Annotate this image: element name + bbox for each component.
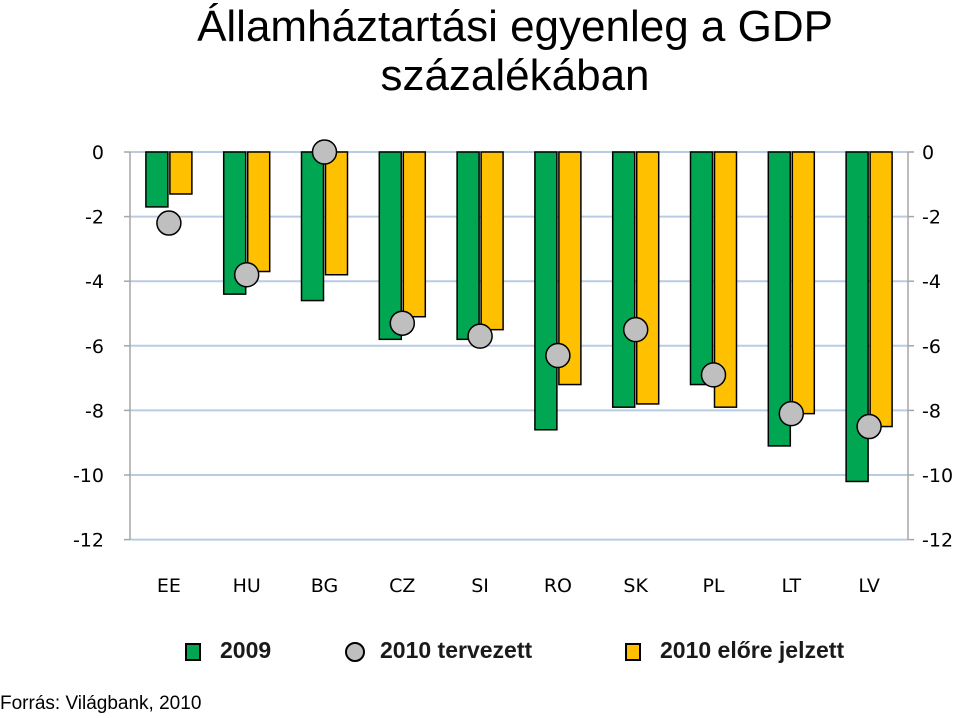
bar-2010-forecast-lt xyxy=(791,151,816,415)
category-label-lt: LT xyxy=(782,575,802,597)
markers-2010-plan xyxy=(156,139,882,440)
bars-2010-forecast xyxy=(169,151,893,428)
category-label-hu: HU xyxy=(233,575,261,597)
y-tick-label-left: -12 xyxy=(73,530,104,552)
bar-2009-pl xyxy=(689,151,714,386)
category-label-sk: SK xyxy=(623,575,648,597)
y-tick-label-right: -8 xyxy=(922,400,941,422)
bar-2010-forecast-sk xyxy=(635,151,660,405)
bar-2009-cz xyxy=(378,151,403,341)
chart-title: Államháztartási egyenleg a GDP százaléká… xyxy=(0,2,960,100)
chart-title-line-2: százalékában xyxy=(380,51,650,100)
legend-label-2010-plan: 2010 tervezett xyxy=(380,637,533,663)
category-label-pl: PL xyxy=(702,575,724,597)
bars-2009 xyxy=(145,151,869,483)
bar-2010-forecast-hu xyxy=(246,151,271,273)
y-tick-label-left: 0 xyxy=(92,142,104,164)
bar-2010-forecast-pl xyxy=(713,151,738,408)
category-label-si: SI xyxy=(471,575,489,597)
y-tick-label-left: -4 xyxy=(85,271,104,293)
y-tick-label-left: -2 xyxy=(85,207,104,229)
chart-title-line-1: Államháztartási egyenleg a GDP xyxy=(197,2,833,51)
category-labels: EE HU BG CZ SI RO SK PL LT LV xyxy=(157,575,880,597)
bar-2010-forecast-ro xyxy=(558,151,582,386)
category-label-lv: LV xyxy=(858,575,880,597)
category-label-ro: RO xyxy=(544,575,572,597)
y-tick-label-left: -10 xyxy=(73,465,104,487)
gridlines xyxy=(130,151,908,541)
y-tick-label-right: 0 xyxy=(922,142,934,164)
marker-2010-plan-si xyxy=(467,323,493,349)
bar-chart: 0 -2 -4 -6 -8 -10 -12 0 -2 -4 -6 -8 -10 -12 EE HU BG CZ… xyxy=(73,139,953,597)
bar-2010-forecast-lv xyxy=(869,151,893,428)
marker-2010-plan-bg xyxy=(311,139,338,165)
bar-2010-forecast-ee xyxy=(169,151,193,195)
left-y-axis: 0 -2 -4 -6 -8 -10 -12 xyxy=(73,142,131,552)
bar-2009-bg xyxy=(300,151,325,302)
legend-swatch-2010-forecast xyxy=(625,643,641,661)
y-tick-label-right: -4 xyxy=(922,271,941,293)
category-label-ee: EE xyxy=(157,575,181,597)
legend-swatch-2009 xyxy=(185,643,201,661)
bar-2010-forecast-cz xyxy=(402,151,427,318)
bar-2009-hu xyxy=(222,151,247,295)
legend-label-2009: 2009 xyxy=(220,637,272,663)
marker-2010-plan-cz xyxy=(389,310,416,336)
bar-2009-ee xyxy=(145,151,169,208)
marker-2010-plan-ee xyxy=(156,210,182,236)
marker-2010-plan-ro xyxy=(545,342,571,369)
y-tick-label-right: -2 xyxy=(922,207,941,229)
right-y-axis: 0 -2 -4 -6 -8 -10 -12 xyxy=(907,142,953,552)
category-label-bg: BG xyxy=(311,575,338,597)
bar-2010-forecast-si xyxy=(480,151,504,331)
bar-2009-lv xyxy=(845,151,869,483)
y-tick-label-left: -6 xyxy=(85,336,104,358)
y-tick-label-left: -8 xyxy=(85,400,104,422)
bar-2009-si xyxy=(456,151,480,341)
bar-2009-lt xyxy=(767,151,792,447)
bar-2010-forecast-bg xyxy=(324,151,349,276)
bar-2009-ro xyxy=(534,151,558,431)
marker-2010-plan-lv xyxy=(856,413,882,440)
category-label-cz: CZ xyxy=(389,575,415,597)
marker-2010-plan-hu xyxy=(233,261,260,288)
source-note: Forrás: Világbank, 2010 xyxy=(0,693,202,714)
y-tick-label-right: -6 xyxy=(922,336,941,358)
marker-2010-plan-lt xyxy=(778,400,805,427)
marker-2010-plan-sk xyxy=(622,316,649,343)
marker-2010-plan-pl xyxy=(700,362,727,388)
legend-label-2010-forecast: 2010 előre jelzett xyxy=(660,637,845,663)
y-tick-label-right: -10 xyxy=(922,465,953,487)
bar-2009-sk xyxy=(611,151,636,408)
y-tick-label-right: -12 xyxy=(922,530,953,552)
legend-marker-2010-plan xyxy=(345,642,365,662)
